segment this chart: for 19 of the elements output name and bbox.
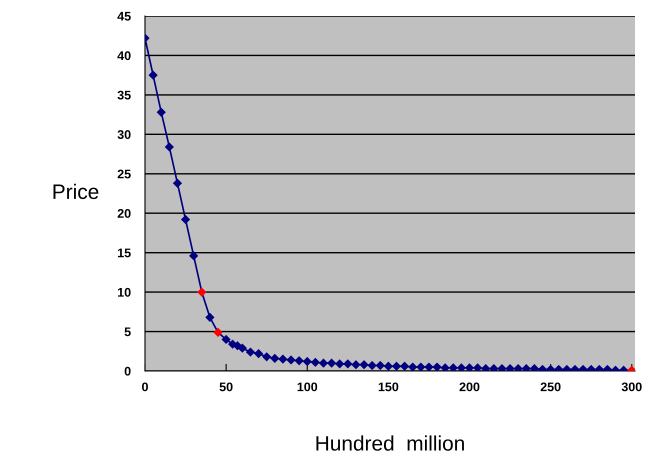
y-axis-title: Price xyxy=(54,184,98,200)
x-tick-label: 150 xyxy=(378,382,398,392)
y-tick-label: 5 xyxy=(124,327,131,336)
x-tick-label: 200 xyxy=(460,382,480,392)
y-tick-label: 35 xyxy=(117,90,131,100)
y-tick-label: 10 xyxy=(118,288,131,297)
x-tick-label: 0 xyxy=(142,382,148,392)
y-tick-label: 15 xyxy=(118,248,131,258)
x-tick-label: 100 xyxy=(298,382,318,392)
x-axis-title: Hundred million xyxy=(316,435,464,451)
y-tick-label: 25 xyxy=(118,170,131,178)
x-tick-label: 250 xyxy=(540,382,561,392)
x-tick-label: 300 xyxy=(622,382,642,392)
y-tick-label: 0 xyxy=(124,366,131,376)
y-tick-label: 45 xyxy=(117,12,131,21)
y-tick-label: 20 xyxy=(118,209,131,218)
x-tick-label: 50 xyxy=(220,382,233,392)
y-tick-label: 30 xyxy=(117,130,131,140)
y-tick-label: 40 xyxy=(117,51,131,60)
